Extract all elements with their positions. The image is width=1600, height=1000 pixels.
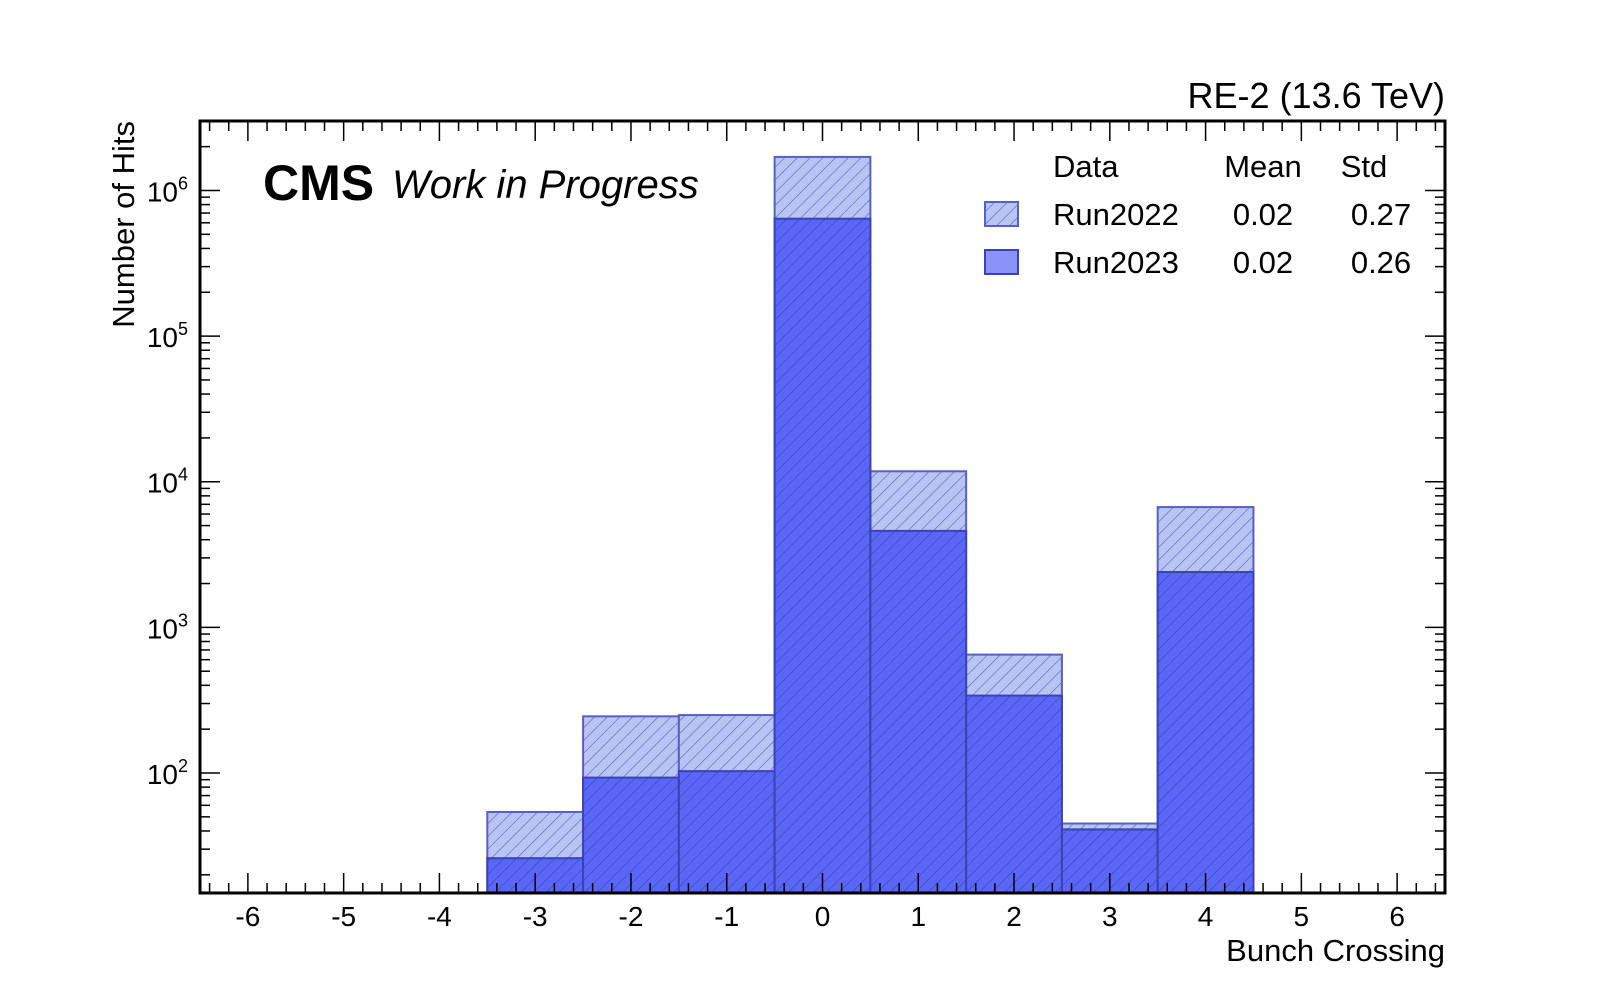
x-tick-label: 5 [1294,901,1310,932]
legend-name-run2023: Run2023 [1053,245,1179,280]
legend: Data Mean Std Run2022 0.02 0.27 Run2023 … [984,149,1411,280]
x-tick-label: 1 [910,901,926,932]
region-label: RE-2 (13.6 TeV) [1188,75,1445,116]
bar-run2023-bc0-hatch [774,218,871,893]
y-tick-label: 106 [147,173,188,207]
x-tick-label: 0 [815,901,831,932]
x-tick-label: 3 [1102,901,1118,932]
legend-name-run2022: Run2022 [1053,197,1179,232]
x-tick-labels: -6 -5 -4 -3 -2 -1 0 1 2 3 4 5 6 [235,901,1404,932]
bar-run2023-bc-1-hatch [678,771,775,893]
x-tick-label: 2 [1006,901,1022,932]
legend-header-std: Std [1341,149,1388,184]
y-tick-label: 104 [147,465,188,499]
legend-header-data: Data [1053,149,1119,184]
y-tick-label: 102 [147,756,188,790]
x-tick-label: -4 [427,901,452,932]
x-tick-label: 6 [1389,901,1405,932]
y-tick-label: 105 [147,319,188,353]
x-tick-label: 4 [1198,901,1214,932]
bar-run2023-bc2-hatch [966,695,1062,893]
x-axis-label: Bunch Crossing [1226,933,1445,968]
bars-layer [486,155,1255,895]
legend-mean-run2023: 0.02 [1233,245,1293,280]
status-label: Work in Progress [392,163,699,207]
legend-mean-run2022: 0.02 [1233,197,1293,232]
cms-label: CMS [263,155,374,211]
legend-header-mean: Mean [1224,149,1302,184]
bar-run2023-bc4-hatch [1157,572,1254,893]
x-tick-label: -6 [235,901,260,932]
x-tick-label: -1 [714,901,739,932]
y-tick-labels: 102 103 104 105 106 [147,173,188,790]
legend-swatch-run2023 [984,249,1019,275]
legend-std-run2023: 0.26 [1351,245,1411,280]
x-tick-label: -3 [523,901,548,932]
y-axis-label: Number of Hits [106,121,141,328]
tick-marks [200,120,1445,893]
x-tick-label: -5 [331,901,356,932]
y-tick-label: 103 [147,610,188,644]
legend-std-run2022: 0.27 [1351,197,1411,232]
bar-run2023-bc1-hatch [870,530,967,893]
x-tick-label: -2 [619,901,644,932]
